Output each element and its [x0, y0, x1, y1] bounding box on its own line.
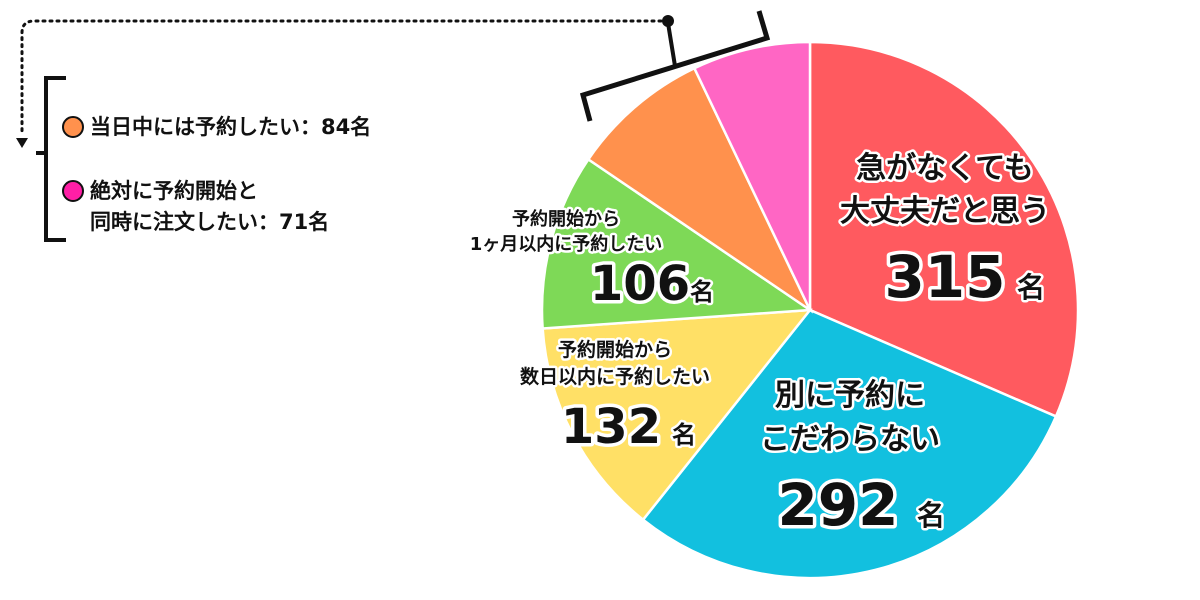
slice-label-line: 急がなくても [856, 151, 1034, 186]
slice-label-line: 数日以内に予約したい [520, 365, 710, 388]
slice-value-label: 132 [561, 399, 661, 455]
slice-same-day [586, 66, 814, 314]
legend-label: 当日中には予約したい：84名 [90, 115, 372, 139]
slice-unit-label: 名 [672, 421, 696, 449]
callout-bracket [16, 10, 771, 242]
slice-value-label: 315 [884, 243, 1005, 311]
slice-unit-label: 名 [917, 499, 945, 532]
slice-within-days [541, 308, 813, 522]
slice-label-line: 予約開始から [558, 338, 672, 361]
legend-label: 絶対に予約開始と 同時に注文したい：71名 [90, 179, 330, 234]
slice-no-preference [641, 308, 1058, 580]
callout-arrowhead [16, 138, 28, 148]
slice-value-label: 106 [590, 256, 690, 312]
legend-swatch-pink [62, 180, 84, 202]
slice-at-launch [692, 40, 812, 311]
slice-value-label: 292 [777, 471, 898, 539]
callout-dotted-leader [20, 19, 670, 135]
legend-bracket [36, 76, 66, 242]
slice-label-line: こだわらない [760, 422, 940, 457]
slice-within-month [540, 157, 814, 330]
slice-label-line: 予約開始から [512, 208, 620, 230]
legend-item-same-day: 当日中には予約したい：84名 [62, 112, 371, 143]
slice-label-line: 1ヶ月以内に予約したい [470, 233, 663, 255]
slice-label-line: 大丈夫だと思う [840, 194, 1050, 229]
slice-unit-label: 名 [1017, 271, 1045, 304]
legend-item-launch-order: 絶対に予約開始と 同時に注文したい：71名 [62, 176, 329, 238]
legend-swatch-orange [62, 116, 84, 138]
slice-label-line: 別に予約に [775, 378, 925, 413]
pie-slices [540, 40, 1080, 580]
slice-no-rush [808, 40, 1080, 419]
slice-unit-label: 名 [690, 278, 714, 306]
